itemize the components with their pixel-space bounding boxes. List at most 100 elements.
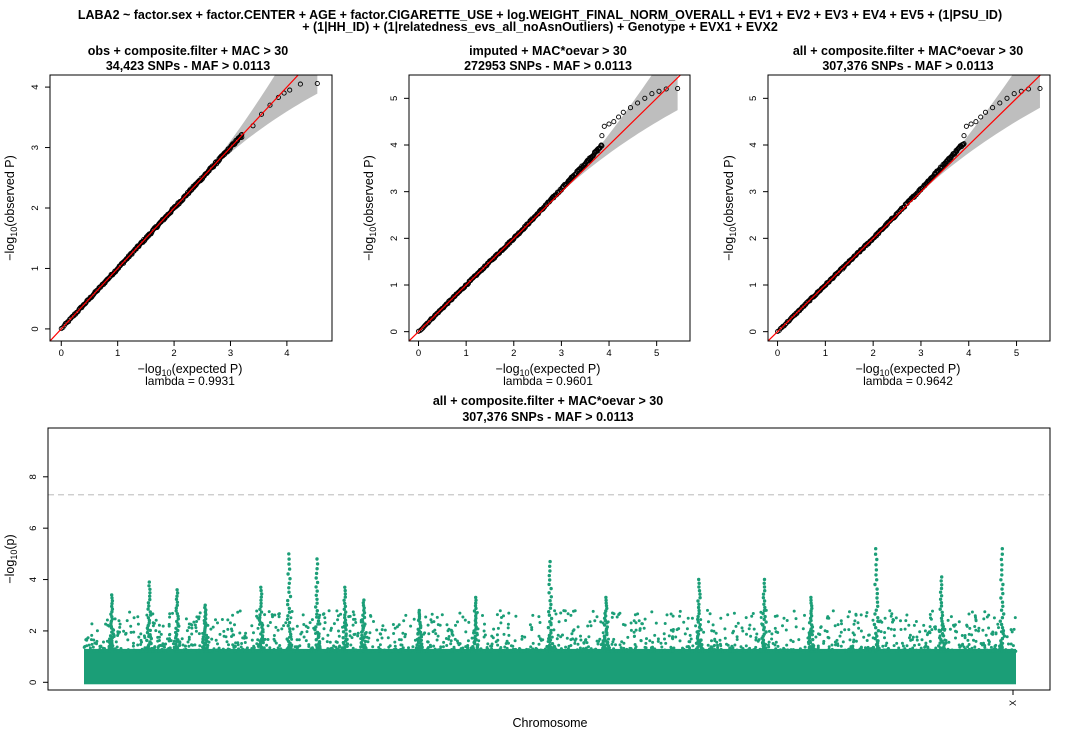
y-tick-label: 3 <box>748 189 759 194</box>
manhattan-point <box>242 648 245 652</box>
manhattan-point <box>849 645 853 649</box>
peak-point <box>287 562 291 566</box>
peak-point <box>764 630 768 634</box>
manhattan-point <box>452 647 456 651</box>
manhattan-point <box>772 649 776 653</box>
manhattan-point <box>238 631 242 635</box>
peak-point <box>940 613 945 618</box>
manhattan-point <box>669 612 673 616</box>
peak-point <box>474 606 478 611</box>
manhattan-point <box>713 639 717 643</box>
manhattan-point <box>466 639 470 643</box>
manhattan-point <box>639 639 643 643</box>
manhattan-point <box>579 638 583 642</box>
manhattan-point <box>878 619 882 623</box>
peak-point <box>110 607 115 611</box>
manhattan-point <box>442 649 446 653</box>
peak-point <box>763 614 767 619</box>
manhattan-point <box>895 649 899 653</box>
manhattan-point <box>934 627 937 631</box>
peak-point <box>419 633 423 638</box>
peak-point <box>940 632 945 636</box>
peak-point <box>939 616 944 620</box>
qq-tail-point <box>1011 91 1017 97</box>
manhattan-point <box>92 638 96 642</box>
manhattan-point <box>905 644 909 648</box>
manhattan-point <box>586 624 590 628</box>
peak-point <box>259 610 264 614</box>
manhattan-point <box>507 633 511 637</box>
qq-point <box>837 266 843 273</box>
peak-point <box>1001 604 1005 608</box>
manhattan-point <box>194 626 198 630</box>
peak-point <box>361 603 366 608</box>
peak-point <box>147 584 151 588</box>
manhattan-point <box>620 640 624 644</box>
manhattan-point <box>973 645 977 649</box>
manhattan-point <box>433 650 437 653</box>
manhattan-point <box>619 646 623 650</box>
manhattan-point <box>184 617 188 621</box>
manhattan-point <box>833 640 837 644</box>
manhattan-point <box>960 634 964 637</box>
manhattan-point <box>449 642 453 646</box>
peak-point <box>762 599 767 603</box>
manhattan-point <box>894 616 898 620</box>
peak-point <box>341 630 346 634</box>
manhattan-point <box>871 618 875 622</box>
peak-point <box>287 581 291 585</box>
manhattan-point <box>789 638 793 642</box>
manhattan-point <box>95 629 99 633</box>
manhattan-point <box>210 637 214 641</box>
peak-point <box>809 595 813 600</box>
manhattan-point <box>301 613 305 617</box>
qq-tail-point <box>675 85 681 92</box>
manhattan-point <box>690 650 694 653</box>
manhattan-point <box>181 643 185 647</box>
peak-point <box>176 614 180 618</box>
manhattan-point <box>277 612 281 616</box>
manhattan-point <box>250 624 254 628</box>
manhattan-point <box>383 648 386 652</box>
peak-point <box>259 595 263 599</box>
qq-point <box>902 204 908 210</box>
manhattan-point <box>274 625 278 629</box>
manhattan-point <box>982 617 986 621</box>
manhattan-point <box>297 638 301 642</box>
manhattan-point <box>974 619 978 623</box>
manhattan-point <box>916 649 920 653</box>
manhattan-point <box>434 632 438 636</box>
manhattan-point <box>284 621 288 625</box>
manhattan-point <box>369 614 372 617</box>
manhattan-point <box>714 631 718 635</box>
manhattan-point <box>639 649 643 653</box>
manhattan-point <box>569 650 572 653</box>
manhattan-point <box>192 620 196 624</box>
manhattan-point <box>336 618 340 622</box>
manhattan-point <box>354 621 358 624</box>
peak-point <box>360 618 364 622</box>
manhattan-point <box>335 640 339 644</box>
manhattan-point <box>190 626 194 630</box>
manhattan-point <box>348 634 352 638</box>
peak-point <box>1002 634 1007 638</box>
manhattan-point <box>276 646 280 650</box>
manhattan-point <box>519 650 523 653</box>
manhattan-point <box>767 629 771 633</box>
manhattan-point <box>663 622 667 625</box>
manhattan-point <box>754 638 758 642</box>
manhattan-point <box>508 650 512 653</box>
manhattan-point <box>272 647 276 651</box>
manhattan-point <box>408 649 412 653</box>
manhattan-point <box>470 649 474 653</box>
peak-point <box>344 623 349 627</box>
manhattan-point <box>157 623 161 627</box>
manhattan-point <box>739 648 743 652</box>
peak-point <box>762 632 766 636</box>
manhattan-point <box>168 615 172 619</box>
peak-point <box>175 600 180 604</box>
manhattan-point <box>573 609 577 613</box>
manhattan-point <box>750 614 754 618</box>
manhattan-point <box>967 632 971 636</box>
peak-point <box>288 627 292 631</box>
